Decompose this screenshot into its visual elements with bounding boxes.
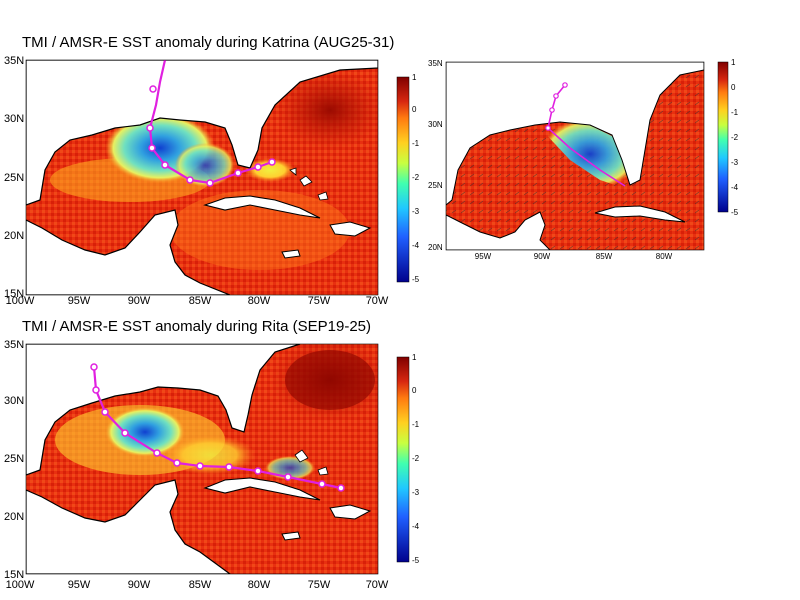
tick-y: 35N xyxy=(4,55,24,67)
rita-track xyxy=(92,366,342,490)
colorbar-label: -4 xyxy=(412,241,420,250)
colorbar-label: -3 xyxy=(731,158,739,167)
tick-x: 90W xyxy=(128,579,151,591)
tick-y: 35N xyxy=(428,59,443,68)
tick-x: 100W xyxy=(6,579,35,591)
rita-track-points xyxy=(90,363,345,492)
tick-y: 25N xyxy=(4,453,24,465)
tick-y: 15N xyxy=(4,569,24,581)
cuba-land xyxy=(203,195,321,219)
colorbar-label: 0 xyxy=(731,83,736,92)
colorbar-label: 0 xyxy=(412,386,417,395)
colorbar-label: -2 xyxy=(412,454,420,463)
tick-x: 90W xyxy=(534,252,551,261)
colorbar-label: -3 xyxy=(412,488,420,497)
tick-x: 75W xyxy=(308,579,331,591)
tick-y: 15N xyxy=(4,288,24,300)
tick-y: 25N xyxy=(4,172,24,184)
tick-x: 70W xyxy=(366,579,389,591)
colorbar-label: -5 xyxy=(412,556,420,565)
colorbar-label: -4 xyxy=(731,183,739,192)
cold-wake xyxy=(540,118,640,190)
colorbar-label: -2 xyxy=(412,173,420,182)
rita-sst-map: 100W 95W 90W 85W 80W 75W 70W 35N 30N 25N… xyxy=(4,339,389,591)
tick-y: 30N xyxy=(4,113,24,125)
tick-x: 95W xyxy=(68,295,91,307)
colorbar-label: -2 xyxy=(731,133,739,142)
colorbar-label: -5 xyxy=(731,208,739,217)
tick-x: 80W xyxy=(248,295,271,307)
katrina-track-points xyxy=(146,85,276,187)
katrina-panel-title: TMI / AMSR-E SST anomaly during Katrina … xyxy=(22,34,395,51)
tick-x: 80W xyxy=(248,579,271,591)
colorbar-label: -1 xyxy=(731,108,739,117)
tick-y: 30N xyxy=(428,120,443,129)
tick-x: 85W xyxy=(189,579,212,591)
katrina-track xyxy=(547,84,566,129)
rita-colorbar: 1 0 -1 -2 -3 -4 -5 xyxy=(396,353,420,565)
colorbar-label: -4 xyxy=(412,522,420,531)
tick-x: 85W xyxy=(596,252,613,261)
tick-x: 85W xyxy=(189,295,212,307)
colorbar-label: -1 xyxy=(412,139,420,148)
tick-y: 35N xyxy=(4,339,24,351)
tick-x: 95W xyxy=(475,252,492,261)
tick-x: 95W xyxy=(68,579,91,591)
tick-x: 75W xyxy=(308,295,331,307)
north-america-land xyxy=(26,60,378,206)
tick-y: 20N xyxy=(428,243,443,252)
tick-x: 70W xyxy=(366,295,389,307)
colorbar-label: 1 xyxy=(731,58,736,67)
colorbar-label: 1 xyxy=(412,353,417,362)
tick-y: 25N xyxy=(428,181,443,190)
tick-x: 90W xyxy=(128,295,151,307)
tick-x: 80W xyxy=(656,252,673,261)
rita-panel-title: TMI / AMSR-E SST anomaly during Rita (SE… xyxy=(22,318,372,335)
katrina-sst-map: 100W 95W 90W 85W 80W 75W 70W 35N 30N 25N… xyxy=(4,55,389,307)
wind-colorbar: 1 0 -1 -2 -3 -4 -5 xyxy=(717,58,739,217)
katrina-wind-map: 95W 90W 85W 80W 35N 30N 25N 20N xyxy=(428,59,705,261)
colorbar-label: 0 xyxy=(412,105,417,114)
tick-y: 20N xyxy=(4,230,24,242)
katrina-colorbar: 1 0 -1 -2 -3 -4 -5 xyxy=(396,73,420,284)
cold-wake xyxy=(105,407,185,457)
tick-x: 100W xyxy=(6,295,35,307)
mexico-land xyxy=(26,209,231,295)
tick-y: 20N xyxy=(4,511,24,523)
tick-y: 30N xyxy=(4,395,24,407)
colorbar-label: -1 xyxy=(412,420,420,429)
colorbar-label: 1 xyxy=(412,73,417,82)
colorbar-label: -3 xyxy=(412,207,420,216)
colorbar-label: -5 xyxy=(412,275,420,284)
